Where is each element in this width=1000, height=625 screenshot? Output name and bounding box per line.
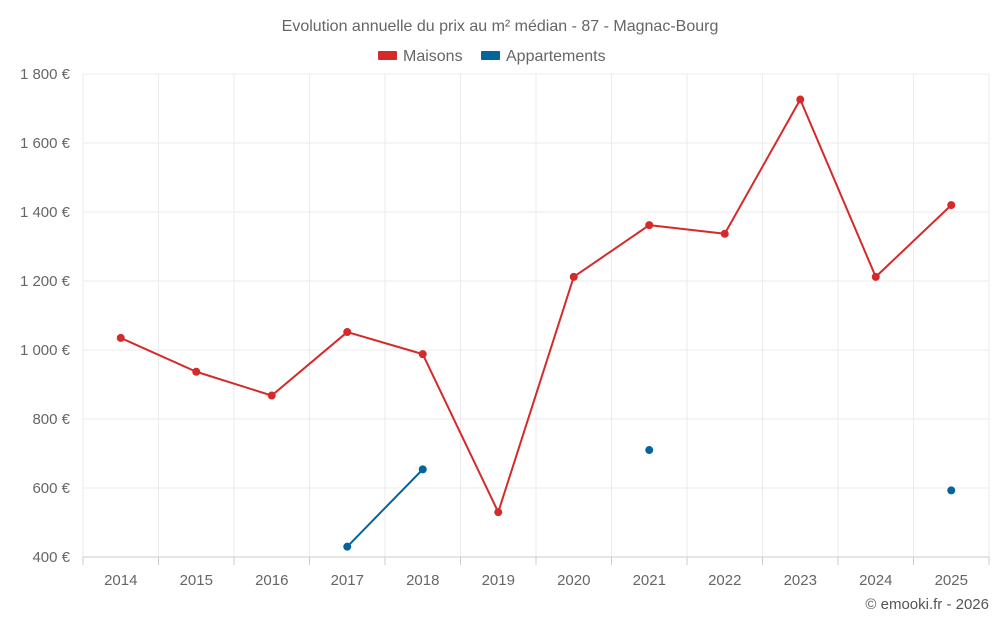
- data-point[interactable]: [418, 350, 427, 359]
- series-maisons: [116, 95, 956, 517]
- data-point[interactable]: [947, 486, 956, 495]
- series-line-segment: [346, 331, 424, 356]
- series-appartements: [343, 446, 956, 551]
- series-line-segment: [648, 224, 726, 235]
- legend-swatch-maisons: [378, 51, 397, 60]
- legend-label-appartements: Appartements: [506, 48, 606, 65]
- legend: Maisons Appartements: [378, 48, 606, 65]
- series-line-segment: [270, 331, 349, 397]
- chart-title: Evolution annuelle du prix au m² médian …: [282, 18, 719, 35]
- series-line-segment: [195, 370, 273, 397]
- series-line-segment: [572, 224, 651, 278]
- data-point[interactable]: [645, 446, 654, 455]
- series-line-segment: [497, 275, 575, 514]
- data-point[interactable]: [343, 542, 352, 551]
- data-point[interactable]: [645, 221, 654, 230]
- legend-label-maisons: Maisons: [403, 48, 463, 65]
- y-tick-label: 1 600 €: [20, 135, 71, 152]
- credit-text: © emooki.fr - 2026: [865, 596, 989, 613]
- y-tick-label: 1 000 €: [20, 342, 71, 359]
- y-tick-label: 1 800 €: [20, 66, 71, 83]
- x-tick-label: 2018: [406, 572, 439, 589]
- x-tick-label: 2017: [331, 572, 364, 589]
- data-point[interactable]: [494, 508, 503, 517]
- y-tick-label: 1 400 €: [20, 204, 71, 221]
- x-tick-label: 2025: [935, 572, 968, 589]
- data-point[interactable]: [192, 367, 201, 376]
- series-line-segment: [119, 336, 198, 373]
- data-point[interactable]: [418, 465, 427, 474]
- data-point[interactable]: [267, 391, 276, 400]
- data-point[interactable]: [569, 272, 578, 281]
- x-tick-label: 2023: [784, 572, 817, 589]
- data-point[interactable]: [116, 333, 125, 342]
- x-tick-label: 2015: [180, 572, 213, 589]
- data-point[interactable]: [947, 201, 956, 210]
- x-tick-label: 2016: [255, 572, 288, 589]
- x-tick-label: 2021: [633, 572, 666, 589]
- x-tick-label: 2014: [104, 572, 137, 589]
- data-point[interactable]: [796, 95, 805, 104]
- axes: 400 € 600 € 800 € 1 000 € 1 200 € 1 400 € 1 60…: [20, 66, 990, 589]
- legend-item-appartements[interactable]: Appartements: [481, 48, 606, 65]
- y-tick-label: 800 €: [32, 411, 70, 428]
- legend-swatch-appartements: [481, 51, 500, 60]
- legend-item-maisons[interactable]: Maisons: [378, 48, 463, 65]
- series-line-segment: [874, 204, 953, 278]
- series-line-segment: [346, 468, 424, 548]
- series-line-segment: [723, 98, 802, 235]
- data-point[interactable]: [343, 328, 352, 337]
- series: [116, 95, 956, 551]
- x-tick-label: 2020: [557, 572, 590, 589]
- data-point[interactable]: [720, 229, 729, 238]
- data-point[interactable]: [871, 272, 880, 281]
- x-tick-label: 2019: [482, 572, 515, 589]
- series-line-segment: [421, 353, 500, 514]
- x-tick-label: 2024: [859, 572, 892, 589]
- x-tick-label: 2022: [708, 572, 741, 589]
- series-line-segment: [799, 98, 877, 278]
- y-tick-label: 1 200 €: [20, 273, 71, 290]
- y-tick-label: 400 €: [32, 549, 70, 566]
- y-tick-label: 600 €: [32, 480, 70, 497]
- grid: [82, 73, 990, 557]
